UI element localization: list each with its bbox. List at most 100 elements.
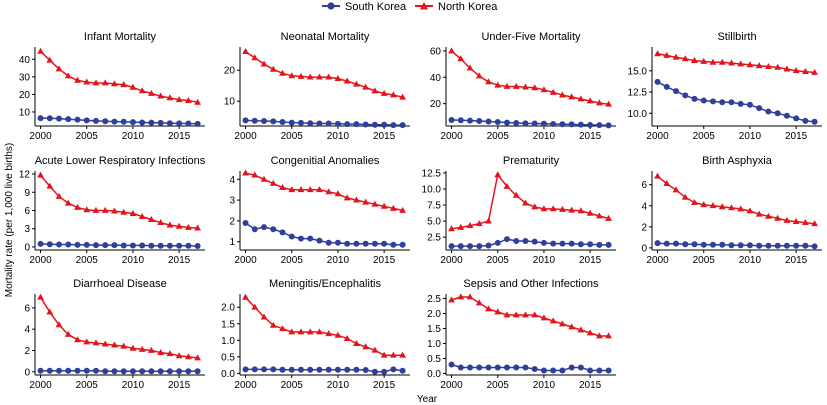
data-point-south-korea: [654, 240, 661, 247]
data-point-north-korea: [728, 204, 735, 211]
data-point-north-korea: [251, 303, 259, 310]
x-tick-label: 2000: [29, 380, 52, 391]
data-point-south-korea: [102, 368, 109, 375]
series-line-north-korea: [657, 175, 815, 225]
data-point-north-korea: [691, 199, 698, 205]
y-tick-label: 1: [229, 237, 235, 248]
data-point-north-korea: [260, 313, 268, 320]
data-point-south-korea: [139, 119, 146, 126]
data-point-north-korea: [46, 182, 54, 189]
data-point-south-korea: [37, 240, 44, 247]
data-point-north-korea: [522, 311, 529, 318]
data-point-south-korea: [297, 235, 304, 242]
data-point-south-korea: [74, 241, 81, 248]
data-point-north-korea: [120, 208, 128, 215]
x-tick-label: 2000: [234, 131, 257, 142]
x-tick-label: 2010: [327, 131, 350, 142]
data-point-north-korea: [371, 346, 379, 353]
data-point-north-korea: [691, 56, 698, 63]
y-tick-label: 1.5: [427, 324, 441, 335]
data-point-south-korea: [503, 119, 510, 126]
panel-title: Sepsis and Other Infections: [463, 278, 599, 290]
data-point-south-korea: [531, 366, 538, 372]
data-point-south-korea: [577, 121, 584, 128]
data-point-south-korea: [157, 368, 164, 375]
data-point-south-korea: [399, 367, 406, 374]
data-point-south-korea: [756, 242, 763, 249]
x-tick-label: 2000: [440, 380, 463, 391]
data-point-north-korea: [306, 186, 314, 193]
data-point-south-korea: [605, 122, 612, 129]
x-tick-label: 2015: [373, 131, 396, 142]
x-tick-label: 2000: [646, 131, 669, 142]
data-point-south-korea: [316, 120, 323, 127]
data-point-south-korea: [596, 122, 603, 129]
data-point-south-korea: [587, 367, 594, 374]
y-tick-label: 0.5: [221, 352, 235, 363]
data-point-south-korea: [148, 368, 155, 375]
data-point-south-korea: [129, 242, 136, 249]
data-point-south-korea: [577, 241, 584, 248]
data-point-north-korea: [157, 92, 165, 99]
x-tick-label: 2015: [168, 131, 191, 142]
data-point-north-korea: [242, 169, 249, 176]
data-point-north-korea: [811, 68, 819, 75]
y-tick-label: 1.5: [221, 319, 235, 330]
data-point-south-korea: [157, 242, 164, 249]
series-line-south-korea: [657, 81, 815, 123]
data-point-north-korea: [531, 311, 539, 318]
y-tick-label: 30: [19, 72, 31, 83]
data-point-north-korea: [475, 72, 483, 79]
data-point-south-korea: [325, 120, 332, 127]
y-tick-label: 2: [641, 222, 647, 233]
data-point-north-korea: [577, 95, 585, 102]
panel-title: Congenitial Anomalies: [271, 155, 380, 167]
y-tick-label: 4: [24, 325, 30, 336]
data-point-north-korea: [586, 209, 594, 216]
data-point-north-korea: [522, 83, 529, 90]
x-tick-label: 2015: [168, 255, 191, 266]
data-point-south-korea: [362, 240, 369, 247]
data-point-south-korea: [390, 122, 397, 129]
x-tick-label: 2010: [739, 131, 762, 142]
data-point-north-korea: [663, 180, 671, 187]
data-point-north-korea: [288, 186, 296, 193]
data-point-north-korea: [586, 329, 594, 336]
data-point-south-korea: [102, 242, 109, 249]
data-point-south-korea: [756, 105, 763, 112]
data-point-south-korea: [288, 119, 295, 126]
x-tick-label: 2005: [487, 380, 510, 391]
data-point-north-korea: [663, 51, 671, 58]
y-tick-label: 7.5: [427, 201, 441, 212]
data-point-north-korea: [466, 64, 474, 71]
data-point-north-korea: [792, 67, 800, 74]
data-point-north-korea: [129, 209, 137, 216]
panel-title: Diarrhoeal Disease: [73, 278, 167, 290]
data-point-south-korea: [56, 367, 63, 374]
y-tick-label: 12: [19, 170, 31, 181]
data-point-south-korea: [663, 83, 670, 90]
data-point-south-korea: [120, 242, 127, 249]
data-point-north-korea: [709, 58, 717, 65]
data-point-north-korea: [175, 222, 183, 229]
data-point-south-korea: [448, 243, 455, 250]
y-tick-label: 2.0: [221, 303, 235, 314]
data-point-south-korea: [559, 240, 566, 247]
data-point-south-korea: [270, 366, 277, 373]
data-point-south-korea: [362, 121, 369, 128]
data-point-south-korea: [353, 240, 360, 247]
data-point-north-korea: [568, 206, 576, 213]
data-point-south-korea: [307, 366, 314, 373]
data-point-north-korea: [148, 216, 155, 223]
data-point-south-korea: [371, 121, 378, 128]
data-point-south-korea: [503, 364, 510, 371]
data-point-south-korea: [242, 366, 249, 373]
data-point-north-korea: [605, 214, 613, 221]
data-point-south-korea: [37, 115, 44, 122]
data-point-north-korea: [279, 325, 286, 332]
y-tick-label: 10.0: [628, 109, 648, 120]
y-tick-label: 20: [224, 66, 236, 77]
data-point-north-korea: [485, 217, 492, 224]
x-tick-label: 2010: [122, 255, 145, 266]
